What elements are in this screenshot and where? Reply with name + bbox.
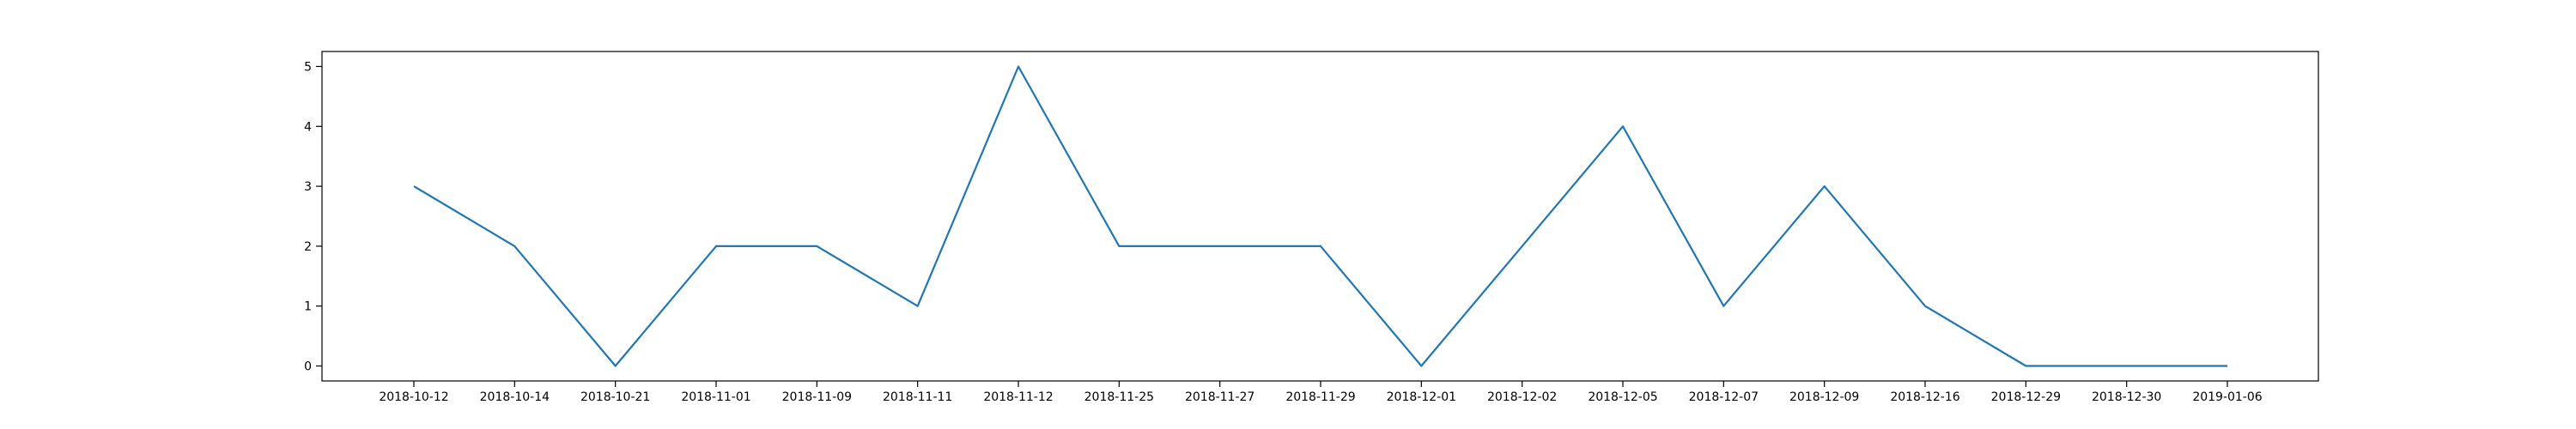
series-line xyxy=(413,65,2227,367)
x-tick-label: 2018-11-27 xyxy=(1185,390,1255,404)
axes-frame xyxy=(321,51,2319,382)
x-tick-label: 2018-11-11 xyxy=(883,390,952,404)
y-tick-label: 0 xyxy=(304,360,312,374)
x-tick-label: 2018-11-29 xyxy=(1285,390,1355,404)
y-axis-ticks: 0 1 2 3 4 5 xyxy=(304,60,322,374)
y-tick-label: 4 xyxy=(304,120,312,134)
series-layer xyxy=(413,65,2227,367)
x-tick-label: 2018-12-02 xyxy=(1487,390,1557,404)
y-tick-label: 5 xyxy=(304,60,312,74)
x-tick-label: 2018-12-01 xyxy=(1387,390,1456,404)
y-tick-label: 1 xyxy=(304,300,312,314)
x-tick-label: 2018-12-05 xyxy=(1588,390,1657,404)
x-tick-label: 2018-12-07 xyxy=(1689,390,1759,404)
x-tick-label: 2018-11-01 xyxy=(681,390,750,404)
y-tick-label: 3 xyxy=(304,180,312,194)
x-tick-label: 2018-12-16 xyxy=(1890,390,1959,404)
x-tick-label: 2018-11-25 xyxy=(1084,390,1154,404)
x-tick-label: 2018-12-30 xyxy=(2092,390,2161,404)
x-tick-label: 2018-11-09 xyxy=(782,390,852,404)
x-tick-label: 2018-12-09 xyxy=(1789,390,1859,404)
x-tick-label: 2018-11-12 xyxy=(983,390,1053,404)
x-tick-label: 2018-10-21 xyxy=(580,390,650,404)
x-tick-label: 2018-10-14 xyxy=(480,390,550,404)
x-axis-ticks: 2018-10-12 2018-10-14 2018-10-21 2018-11-01… xyxy=(379,381,2263,404)
x-tick-label: 2018-12-29 xyxy=(1991,390,2061,404)
y-tick-label: 2 xyxy=(304,240,312,254)
x-tick-label: 2018-10-12 xyxy=(379,390,448,404)
x-tick-label: 2019-01-06 xyxy=(2192,390,2262,404)
